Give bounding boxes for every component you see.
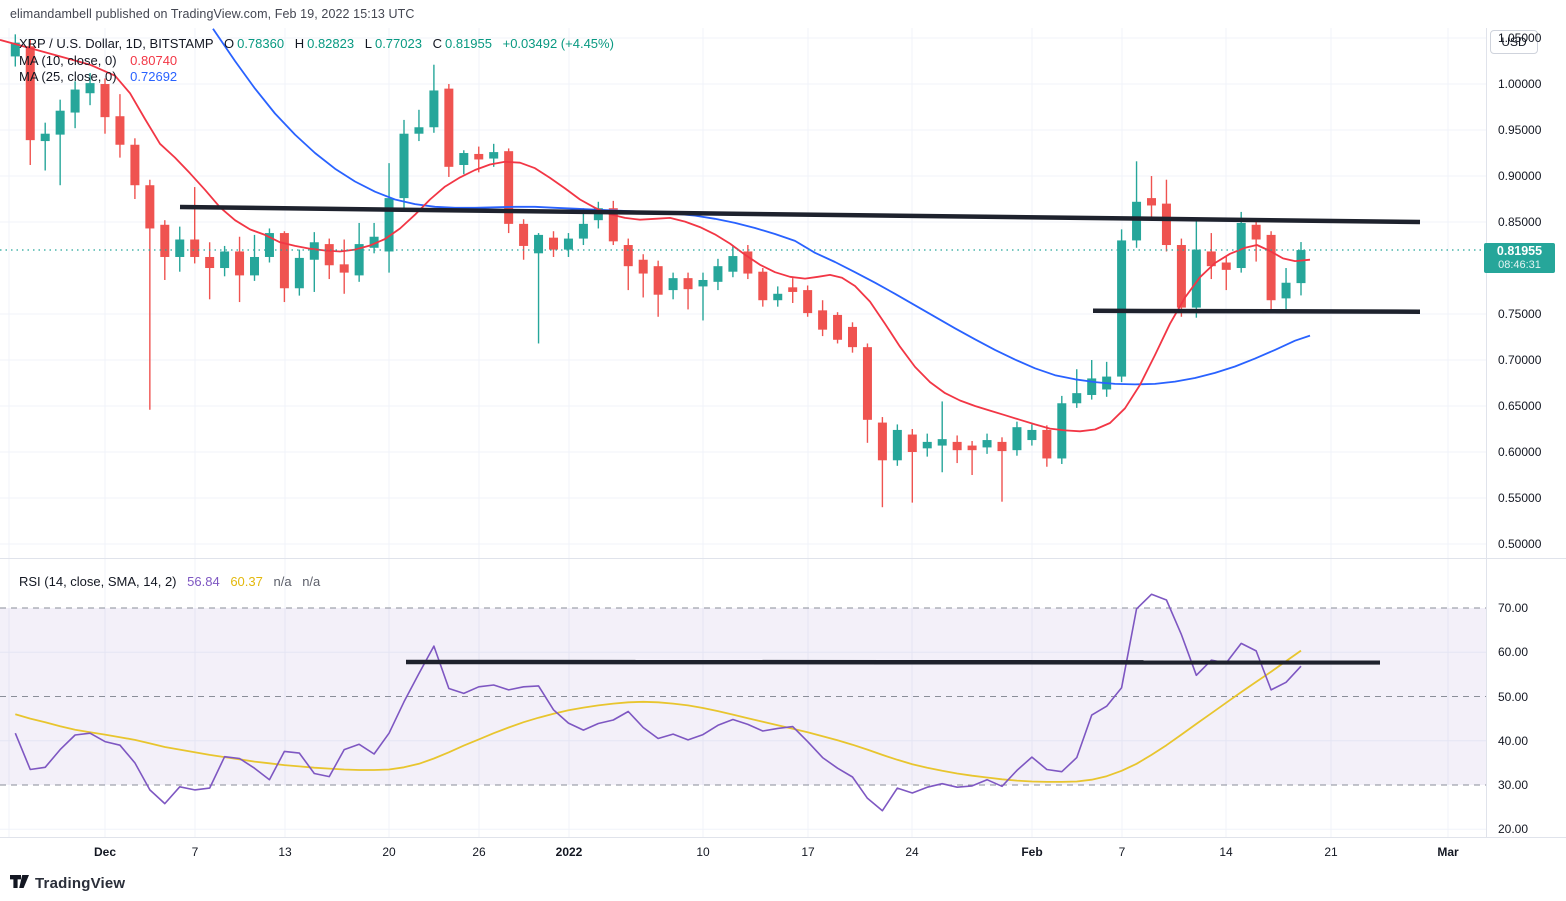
time-axis-label: 17 (801, 845, 815, 859)
ohlc-open: O 0.78360 (223, 36, 285, 51)
rsi-legend[interactable]: RSI (14, close, SMA, 14, 2) 56.84 60.37 … (19, 574, 320, 589)
last-price-badge: 0.81955 08:46:31 (1484, 243, 1555, 274)
ma25-legend[interactable]: MA (25, close, 0) 0.72692 (19, 69, 177, 84)
tradingview-brand-text: TradingView (35, 875, 126, 892)
ohlc-low: L 0.77023 (364, 36, 422, 51)
ma10-value: 0.80740 (130, 53, 178, 68)
rsi-axis-label: 20.00 (1498, 822, 1529, 837)
ma25-value: 0.72692 (130, 69, 178, 84)
price-axis-label: 0.65000 (1498, 399, 1542, 414)
price-axis-label: 0.90000 (1498, 169, 1542, 184)
time-axis-label: Feb (1021, 845, 1043, 859)
symbol-legend[interactable]: XRP / U.S. Dollar, 1D, BITSTAMP O 0.78360… (19, 36, 614, 51)
price-axis-label: 0.55000 (1498, 491, 1542, 506)
rsi-ma-value: 60.37 (230, 574, 263, 589)
ma10-legend[interactable]: MA (10, close, 0) 0.80740 (19, 53, 177, 68)
bar-countdown: 08:46:31 (1498, 259, 1541, 272)
tradingview-logo-icon (10, 875, 29, 888)
last-price: 0.81955 (1496, 244, 1543, 259)
time-axis-label: 7 (191, 845, 199, 859)
price-axis-label: 0.75000 (1498, 307, 1542, 322)
time-axis-label: 7 (1118, 845, 1126, 859)
time-axis-label: 13 (278, 845, 292, 859)
rsi-axis-label: 30.00 (1498, 778, 1529, 792)
rsi-title: RSI (14, close, SMA, 14, 2) (19, 574, 177, 589)
price-axis-label: 0.50000 (1498, 537, 1542, 552)
price-axis-label: 0.60000 (1498, 445, 1542, 460)
price-axis-label: 0.70000 (1498, 353, 1542, 368)
ma10-label: MA (10, close, 0) (19, 53, 117, 68)
rsi-na-2: n/a (302, 574, 321, 589)
ohlc-close: C 0.81955 (432, 36, 492, 51)
snapshot-attribution: elimandambell published on TradingView.c… (10, 7, 415, 21)
price-axis-label: 0.85000 (1498, 215, 1542, 230)
rsi-axis-label: 60.00 (1498, 645, 1529, 660)
time-axis-label: 26 (472, 845, 486, 859)
rsi-na-1: n/a (273, 574, 292, 589)
time-axis-label: 24 (905, 845, 919, 859)
ma25-label: MA (25, close, 0) (19, 69, 117, 84)
currency-toggle-button[interactable]: USD (1490, 30, 1538, 54)
price-axis-label: 1.05000 (1498, 31, 1542, 46)
time-axis-label: Mar (1437, 845, 1459, 859)
time-axis[interactable]: Dec 7 13 20 26 2022 10 17 24 Feb 7 14 21 Mar (0, 837, 1566, 867)
change-value: +0.03492 (+4.45%) (502, 36, 614, 51)
rsi-axis-label: 40.00 (1498, 733, 1529, 748)
rsi-axis-label: 70.00 (1498, 601, 1529, 615)
time-axis-label: 21 (1324, 845, 1338, 859)
price-axis[interactable]: USD 0.81955 08:46:31 1.05000 1.00000 0.950… (1484, 28, 1566, 866)
rsi-axis-label: 50.00 (1498, 689, 1529, 704)
ohlc-high: H 0.82823 (294, 36, 355, 51)
pane-separator[interactable] (0, 558, 1566, 559)
price-axis-label: 1.00000 (1498, 77, 1542, 92)
rsi-value: 56.84 (187, 574, 220, 589)
time-axis-label: 10 (696, 845, 710, 859)
time-axis-label: 14 (1219, 845, 1233, 859)
tradingview-watermark[interactable]: TradingView (10, 875, 125, 892)
price-axis-label: 0.95000 (1498, 123, 1542, 138)
time-axis-label: 2022 (555, 845, 583, 859)
time-axis-label: 20 (382, 845, 396, 859)
symbol-title: XRP / U.S. Dollar, 1D, BITSTAMP (19, 36, 214, 51)
time-axis-label: Dec (93, 845, 117, 859)
